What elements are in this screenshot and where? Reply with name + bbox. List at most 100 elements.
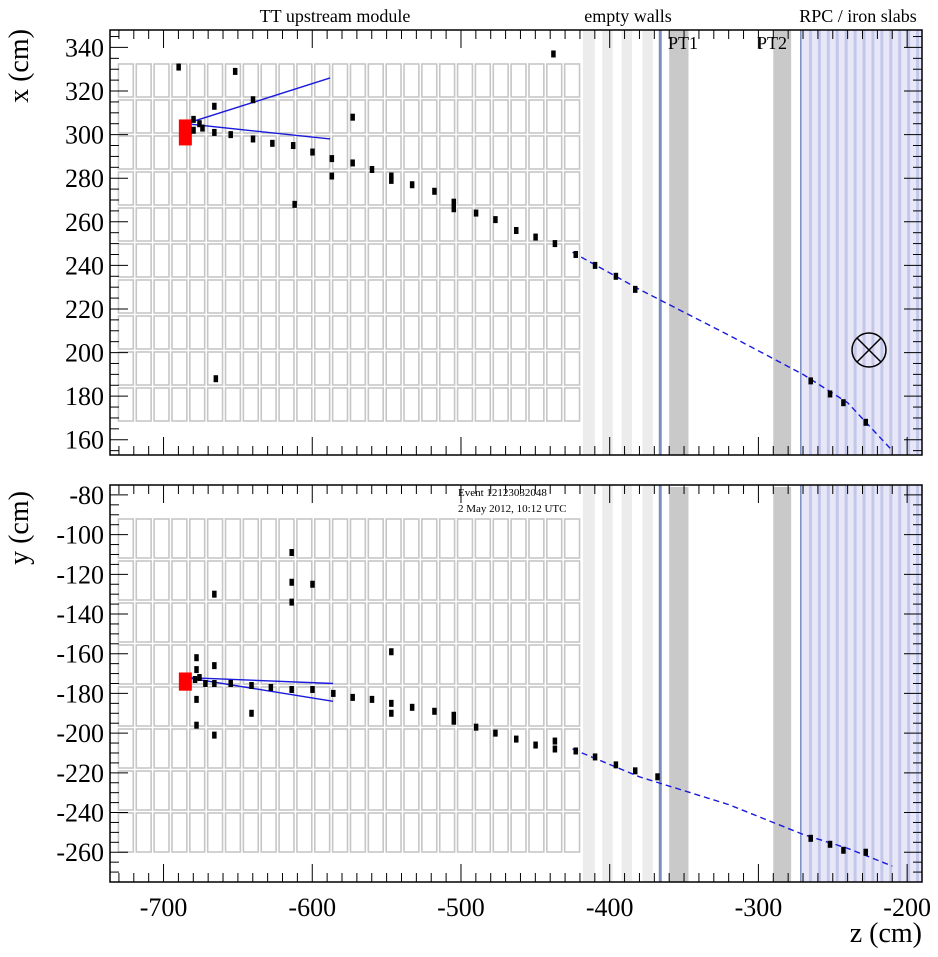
tt-module-cell xyxy=(224,387,242,422)
y-tick-label: 340 xyxy=(65,33,104,62)
detector-hit xyxy=(369,695,375,703)
tt-module-cell xyxy=(135,99,152,134)
region-label-rpc: RPC / iron slabs xyxy=(799,6,917,26)
tt-module-cell xyxy=(456,560,474,601)
tt-module-cell xyxy=(153,812,170,853)
detector-hit xyxy=(289,578,294,586)
tt-module-cell xyxy=(367,63,384,98)
tt-module-cell xyxy=(135,518,152,559)
tt-module-cell xyxy=(403,243,420,278)
tt-module-cell xyxy=(528,770,545,811)
tt-module-cell xyxy=(171,602,188,643)
detector-hit xyxy=(632,767,638,775)
tt-module-cell xyxy=(349,644,367,685)
tt-module-cell xyxy=(242,243,260,278)
tt-module-cell xyxy=(563,351,581,386)
tt-module-cell xyxy=(563,387,581,422)
tt-module-cell xyxy=(385,279,402,314)
tt-module-cell xyxy=(492,171,509,206)
tt-module-cell xyxy=(456,63,474,98)
tt-module-cell xyxy=(260,99,277,134)
tt-module-cell xyxy=(367,728,384,769)
tt-module-cell xyxy=(313,812,331,853)
detector-hit xyxy=(228,680,233,687)
tt-module-cell xyxy=(546,728,563,769)
tt-module-cell xyxy=(546,171,563,206)
tt-module-cell xyxy=(510,602,527,643)
tt-module-cell xyxy=(421,770,438,811)
tt-module-cell xyxy=(313,770,331,811)
iron-slab xyxy=(808,30,812,455)
tt-module-cell xyxy=(528,686,545,727)
pt1-band xyxy=(669,30,689,455)
tt-module-cell xyxy=(349,812,367,853)
tt-module-cell xyxy=(331,560,349,601)
tt-module-cell xyxy=(546,644,563,685)
detector-hit xyxy=(514,227,519,235)
tt-module-cell xyxy=(242,315,260,350)
iron-slab xyxy=(808,485,812,882)
tt-module-cell xyxy=(206,243,224,278)
tt-module-cell xyxy=(349,279,367,314)
tt-module-cell xyxy=(224,63,242,98)
tt-module-cell xyxy=(438,135,456,170)
tt-module-cell xyxy=(367,686,384,727)
tt-module-cell xyxy=(189,243,206,278)
tt-module-cell xyxy=(510,243,527,278)
top-panel: 160 180 200 220 240 260 280 300 320 340 TT upstre… xyxy=(4,6,923,456)
tt-module-cell xyxy=(296,644,313,685)
iron-slab xyxy=(898,30,902,455)
detector-hit xyxy=(197,120,202,128)
tt-module-cell xyxy=(242,207,260,242)
detector-hit xyxy=(350,159,355,167)
detector-hit xyxy=(863,418,868,426)
detector-hit xyxy=(473,723,479,731)
tt-module-cell xyxy=(296,315,313,350)
detector-hit xyxy=(432,187,437,195)
detector-hit xyxy=(289,548,294,556)
tt-module-cell xyxy=(528,351,545,386)
tt-module-cell xyxy=(438,602,456,643)
tt-module-cell xyxy=(492,207,509,242)
tt-module-cell xyxy=(206,63,224,98)
tt-module-cell xyxy=(296,387,313,422)
tt-module-cell xyxy=(278,99,295,134)
tt-module-cell xyxy=(456,686,474,727)
tt-module-cell xyxy=(313,63,331,98)
tt-module-cell xyxy=(278,351,295,386)
detector-hit xyxy=(827,390,833,398)
tt-module-cell xyxy=(242,770,260,811)
detector-hit xyxy=(473,209,479,217)
tt-module-cell xyxy=(313,243,331,278)
tt-module-cell xyxy=(528,207,545,242)
tt-module-cell xyxy=(117,351,135,386)
tt-module-cell xyxy=(403,728,420,769)
detector-hit xyxy=(268,683,274,691)
tt-module-cell xyxy=(421,518,438,559)
tt-module-cell xyxy=(206,315,224,350)
tt-module-cell xyxy=(492,351,509,386)
tt-module-cell xyxy=(278,279,295,314)
tt-module-cell xyxy=(563,602,581,643)
tt-module-cell xyxy=(510,351,527,386)
iron-slab xyxy=(853,30,857,455)
detector-hit xyxy=(232,67,238,75)
detector-hit xyxy=(493,216,498,224)
tt-module-cell xyxy=(260,279,277,314)
tt-module-cell xyxy=(492,135,509,170)
tt-module-cell xyxy=(135,207,152,242)
reconstructed-track xyxy=(185,77,331,125)
y-tick-label: 260 xyxy=(65,208,104,237)
tt-module-cell xyxy=(385,770,402,811)
tt-module-cell xyxy=(189,644,206,685)
tt-module-cell xyxy=(135,812,152,853)
empty-wall xyxy=(621,30,632,455)
tt-module-cell xyxy=(224,602,242,643)
fitted-muon-track xyxy=(572,251,893,452)
tt-module-cell xyxy=(367,207,384,242)
tt-module-cell xyxy=(331,728,349,769)
tt-module-cell xyxy=(546,560,563,601)
event-info-line-1: Event 12123032048 xyxy=(458,487,547,499)
tt-module-cell xyxy=(260,135,277,170)
detector-hit xyxy=(350,113,355,121)
